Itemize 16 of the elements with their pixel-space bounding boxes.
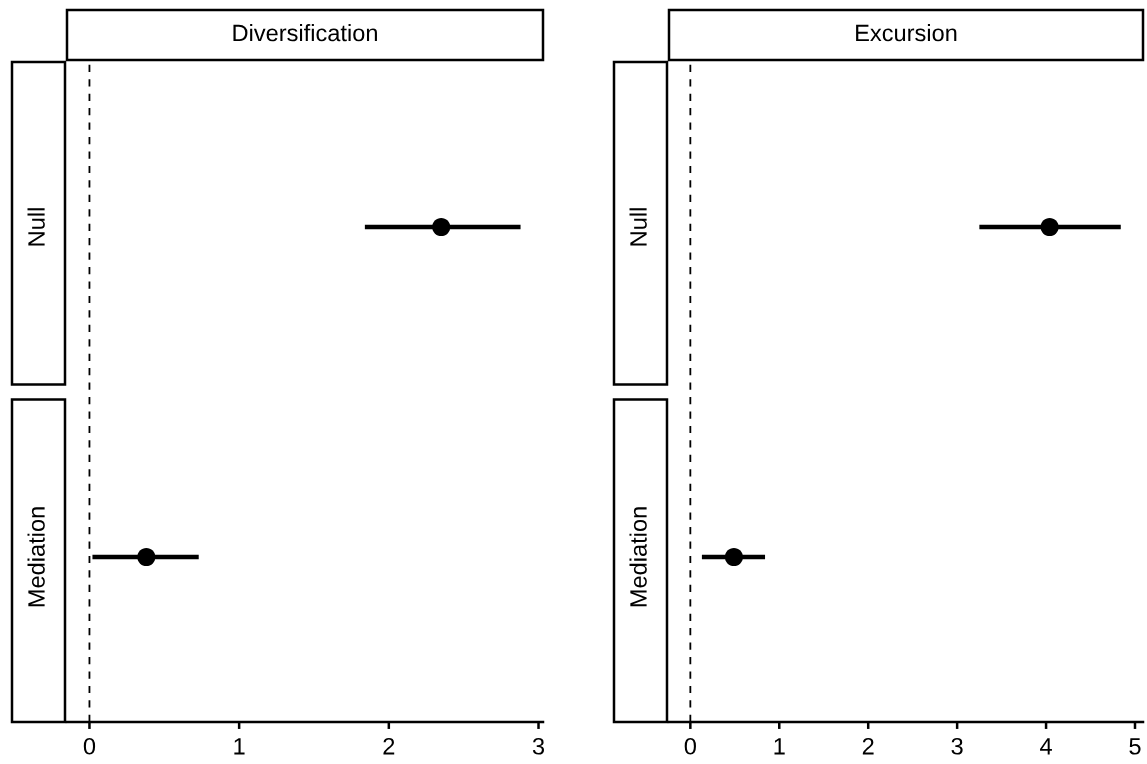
x-tick-label: 4 [1040, 738, 1052, 755]
chart-title: Excursion [856, 24, 957, 42]
chart-title: Diversification [233, 24, 377, 42]
y-tick-label: Null [629, 208, 647, 246]
y-tick-label: Mediation [27, 507, 45, 607]
x-tick-label: 2 [383, 737, 395, 755]
x-tick-label: 0 [83, 737, 96, 755]
x-tick-label: 1 [774, 738, 785, 755]
x-tick-label: 2 [862, 737, 874, 755]
x-tick-label: 5 [1129, 738, 1141, 755]
x-tick-label: 1 [234, 738, 245, 755]
y-tick-label: Null [27, 208, 45, 246]
x-tick-label: 3 [532, 737, 545, 755]
y-tick-label: Mediation [629, 507, 647, 607]
x-tick-label: 0 [684, 737, 696, 755]
x-tick-label: 3 [951, 737, 963, 755]
